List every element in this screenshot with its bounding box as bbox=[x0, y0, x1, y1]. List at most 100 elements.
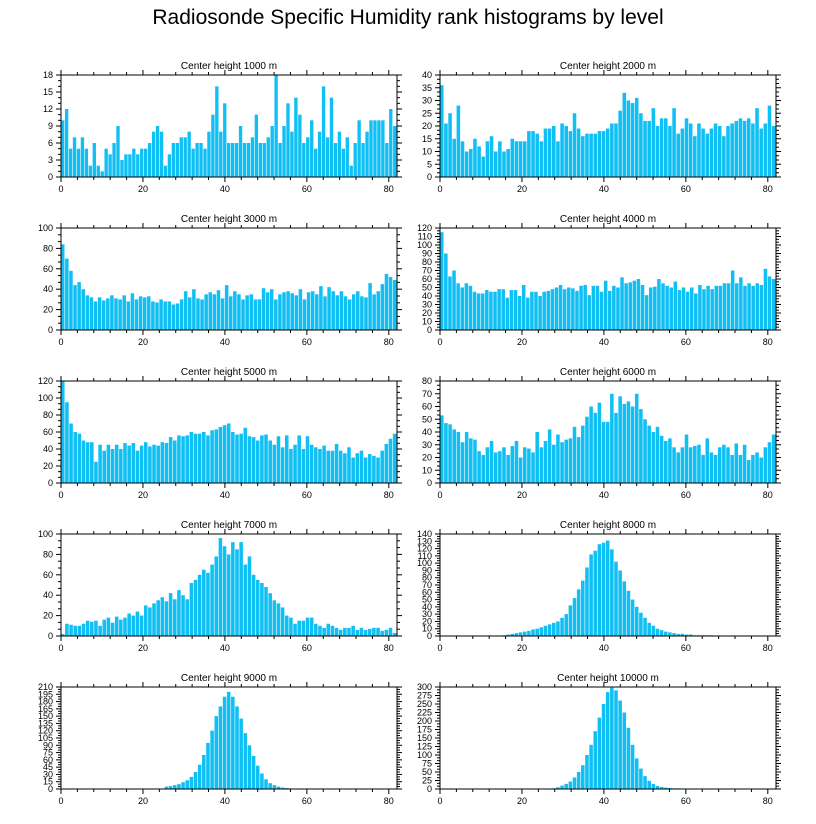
histogram-bar bbox=[193, 579, 198, 636]
y-tick-label: 12 bbox=[43, 104, 53, 114]
histogram-bar bbox=[464, 283, 469, 330]
histogram-bar bbox=[260, 773, 264, 789]
y-tick-label: 60 bbox=[43, 570, 53, 580]
histogram-bar bbox=[493, 452, 498, 483]
histogram-bar bbox=[472, 291, 477, 330]
histogram-bar bbox=[173, 599, 177, 636]
histogram-bar bbox=[101, 300, 106, 330]
x-tick-label: 80 bbox=[763, 184, 773, 194]
histogram-bar bbox=[734, 443, 739, 483]
y-tick-label: 130 bbox=[417, 536, 432, 546]
histogram-bar bbox=[207, 131, 211, 177]
histogram-bar bbox=[343, 627, 347, 636]
histogram-bar bbox=[547, 624, 552, 636]
histogram-bar bbox=[73, 625, 77, 636]
histogram-bar bbox=[301, 449, 306, 483]
histogram-bar bbox=[452, 138, 456, 177]
histogram-bar bbox=[572, 598, 577, 636]
histogram-bar bbox=[460, 287, 464, 330]
histogram-bar bbox=[210, 730, 214, 789]
histogram-bar bbox=[485, 447, 490, 483]
histogram-bar bbox=[314, 623, 318, 636]
histogram-bar bbox=[224, 285, 229, 330]
histogram-bar bbox=[763, 123, 768, 177]
histogram-bar bbox=[65, 258, 69, 330]
histogram-bar bbox=[208, 292, 213, 330]
y-tick-label: 180 bbox=[38, 697, 53, 707]
histogram-bar bbox=[85, 620, 90, 636]
y-tick-label: 125 bbox=[417, 742, 432, 752]
histogram-bar bbox=[668, 126, 672, 177]
histogram-bar bbox=[614, 561, 618, 636]
histogram-bar bbox=[226, 423, 231, 483]
histogram-bar bbox=[542, 291, 546, 330]
histogram-bar bbox=[746, 460, 751, 483]
histogram-bar bbox=[351, 294, 356, 330]
histogram-bar bbox=[314, 447, 318, 483]
histogram-bar bbox=[714, 285, 719, 330]
histogram-bar bbox=[702, 289, 706, 330]
histogram-bar bbox=[684, 118, 689, 177]
histogram-bar bbox=[148, 446, 152, 483]
histogram-panel: Center height 6000 m 0 20 40 60 80 0 10 20 30 40 50… bbox=[422, 367, 781, 500]
histogram-bar bbox=[130, 293, 135, 330]
histogram-bar bbox=[231, 432, 235, 483]
histogram-bar bbox=[767, 442, 772, 483]
x-tick-label: 20 bbox=[517, 490, 527, 500]
histogram-bar bbox=[620, 277, 624, 330]
histogram-bar bbox=[156, 445, 160, 483]
histogram-bar bbox=[564, 614, 568, 636]
y-tick-label: 110 bbox=[418, 232, 432, 242]
histogram-bar bbox=[571, 288, 575, 330]
histogram-bar bbox=[160, 597, 165, 636]
x-tick-label: 0 bbox=[58, 796, 63, 806]
histogram-bar bbox=[260, 435, 264, 483]
histogram-bar bbox=[132, 148, 136, 177]
histogram-bar bbox=[264, 587, 268, 636]
histogram-bar bbox=[480, 293, 485, 330]
y-tick-label: 80 bbox=[422, 257, 432, 267]
histogram-bar bbox=[481, 454, 486, 483]
histogram-bar bbox=[94, 461, 98, 483]
histogram-bar bbox=[693, 446, 697, 483]
histogram-bar bbox=[771, 279, 776, 330]
histogram-bar bbox=[197, 433, 202, 483]
x-tick-label: 40 bbox=[599, 643, 609, 653]
x-tick-label: 80 bbox=[763, 643, 773, 653]
histogram-bar bbox=[560, 617, 564, 636]
histogram-bar bbox=[640, 284, 645, 330]
histogram-bar bbox=[622, 581, 627, 636]
histogram-bar bbox=[147, 296, 151, 330]
histogram-bar bbox=[376, 627, 380, 636]
x-tick-label: 40 bbox=[599, 337, 609, 347]
histogram-bar bbox=[595, 285, 600, 330]
x-tick-label: 20 bbox=[138, 184, 148, 194]
histogram-bar bbox=[241, 299, 245, 330]
y-tick-label: 80 bbox=[422, 573, 432, 583]
y-tick-label: 100 bbox=[38, 529, 53, 539]
histogram-bar bbox=[605, 692, 610, 789]
histogram-bar bbox=[614, 412, 618, 484]
histogram-bar bbox=[152, 444, 156, 483]
histogram-bar bbox=[215, 86, 219, 177]
histogram-bar bbox=[751, 454, 755, 483]
histogram-bar bbox=[585, 416, 589, 483]
y-tick-label: 20 bbox=[43, 611, 53, 621]
histogram-bar bbox=[440, 85, 444, 177]
histogram-bar bbox=[593, 133, 598, 177]
histogram-bar bbox=[599, 291, 604, 330]
histogram-bar bbox=[131, 443, 136, 483]
histogram-bar bbox=[280, 447, 285, 483]
histogram-bar bbox=[151, 301, 155, 330]
histogram-bar bbox=[730, 123, 734, 177]
histogram-bar bbox=[755, 452, 759, 483]
y-tick-label: 0 bbox=[48, 325, 53, 335]
histogram-bar bbox=[680, 633, 685, 636]
histogram-bar bbox=[560, 123, 564, 177]
histogram-bar bbox=[255, 765, 260, 789]
histogram-bar bbox=[726, 447, 730, 483]
y-tick-label: 80 bbox=[43, 243, 53, 253]
x-tick-label: 60 bbox=[302, 796, 312, 806]
histogram-bar bbox=[173, 785, 177, 789]
